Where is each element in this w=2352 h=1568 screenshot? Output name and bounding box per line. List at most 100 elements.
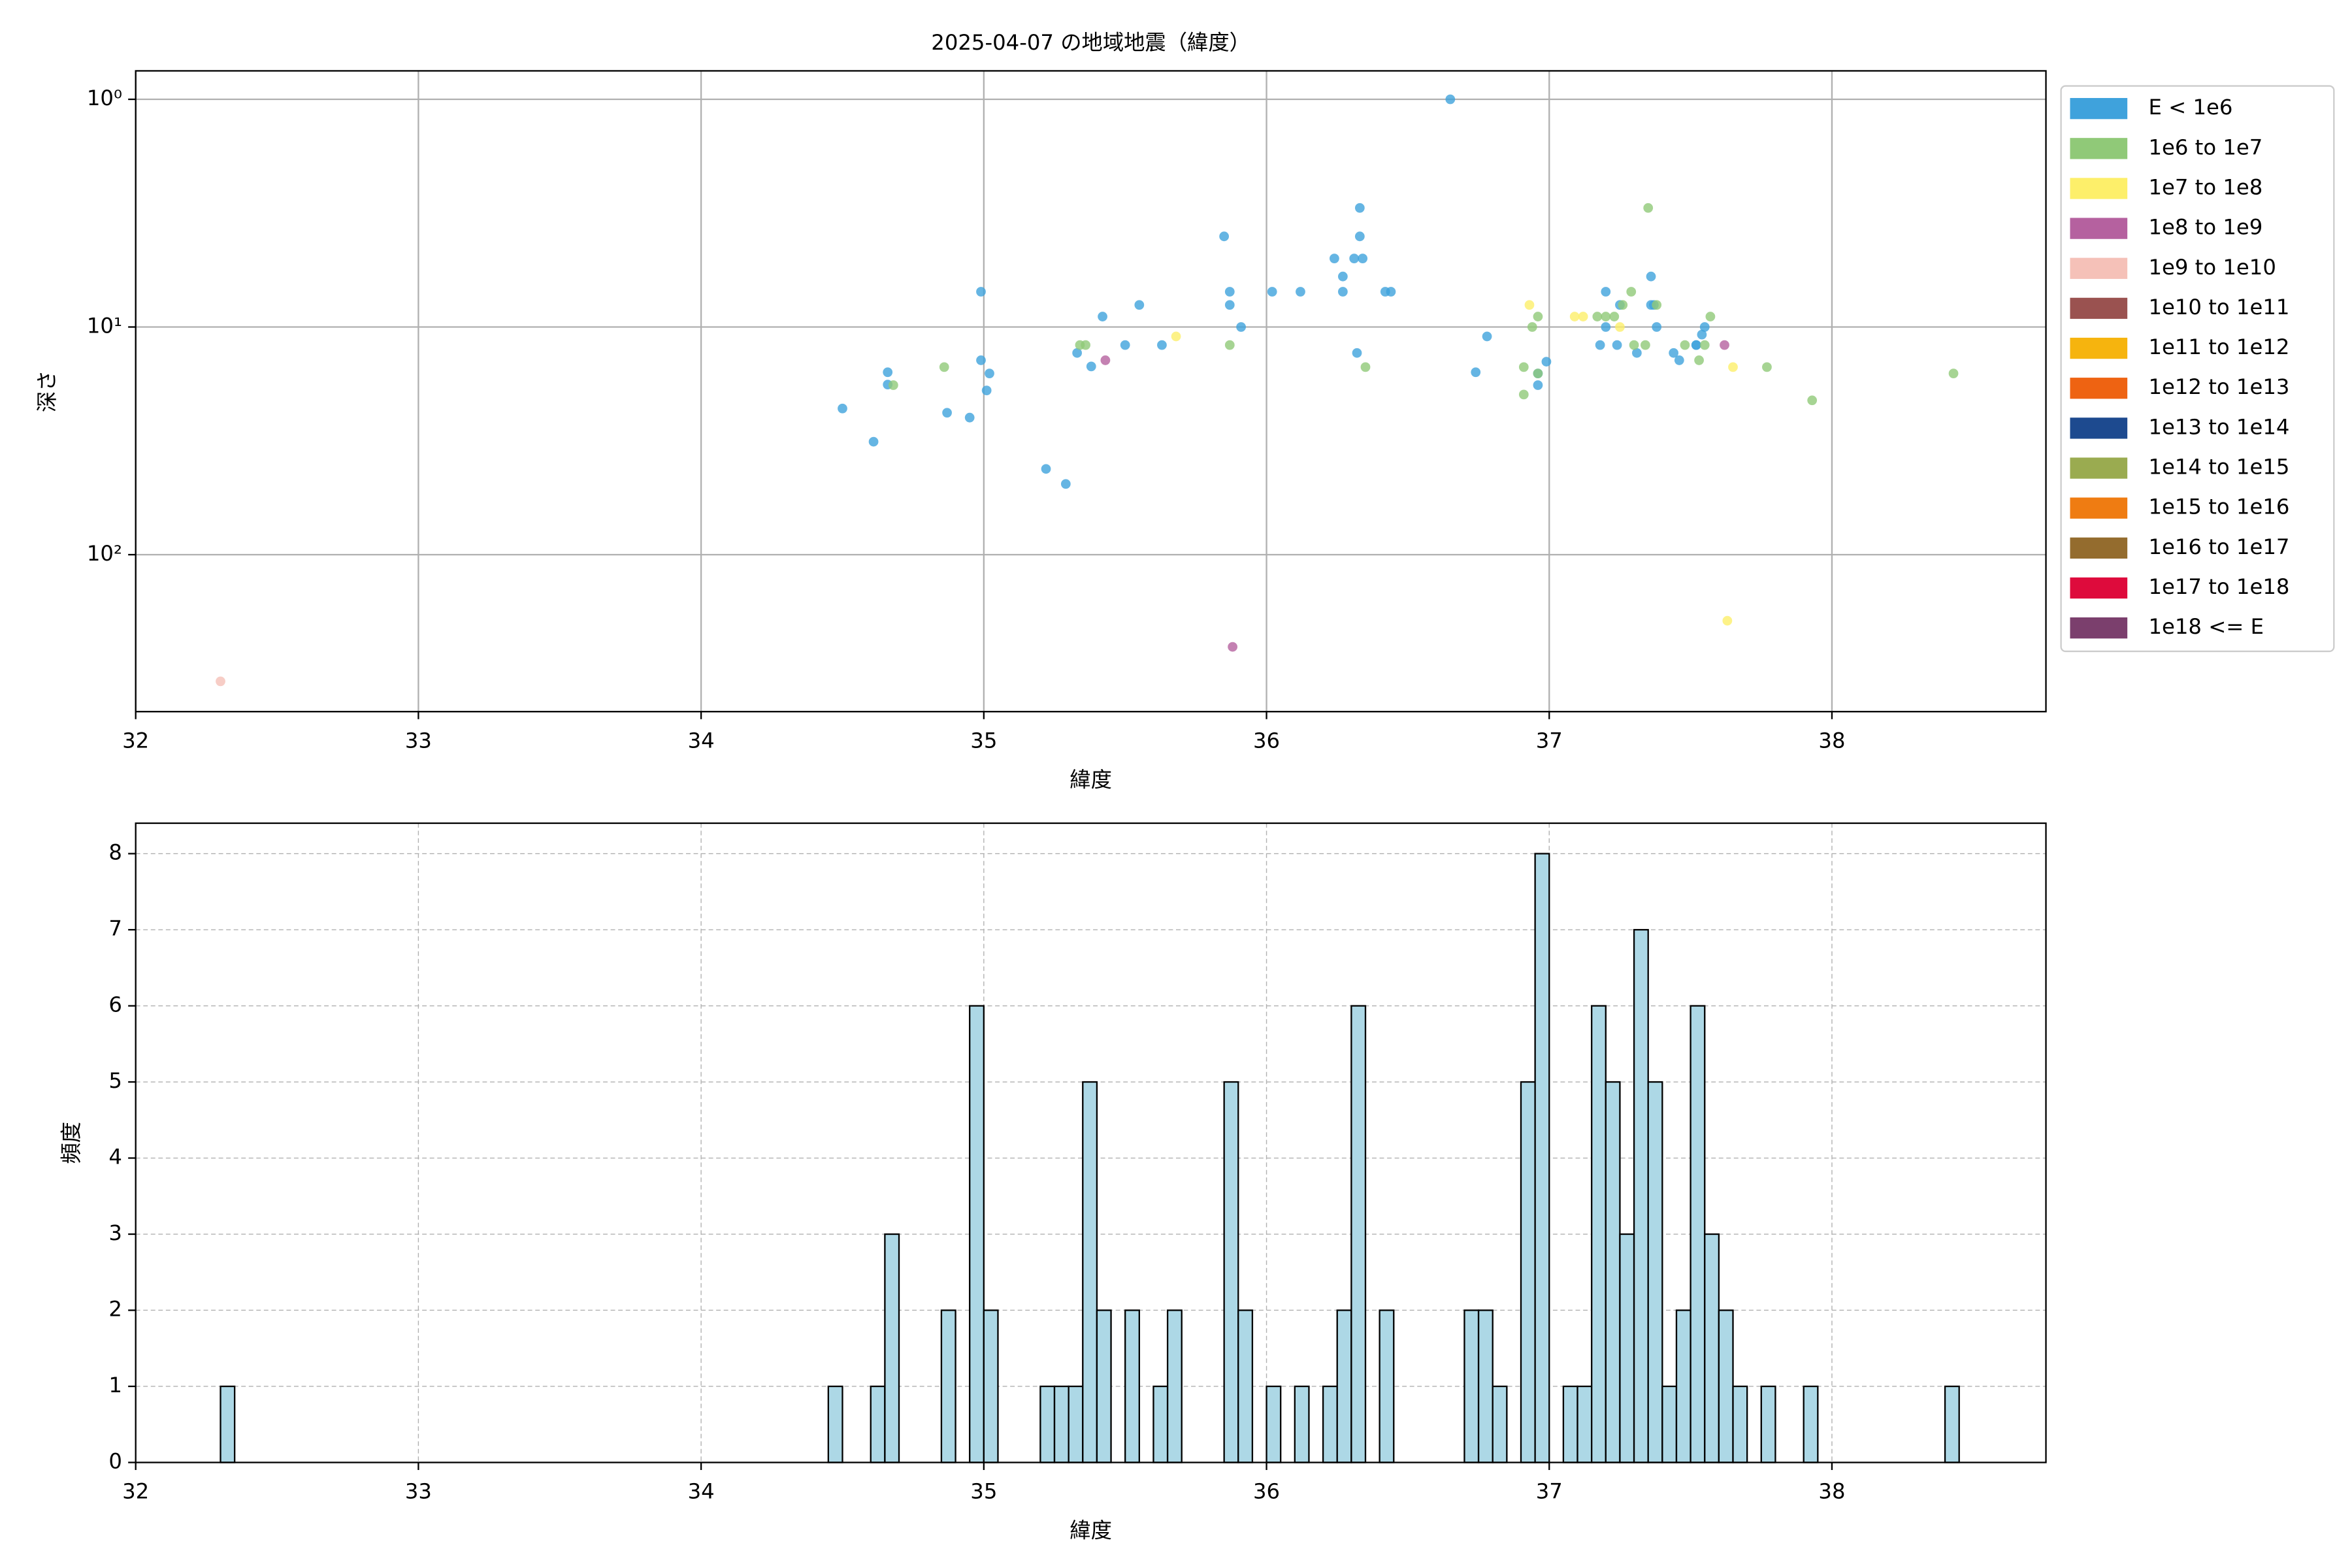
point (1236, 322, 1246, 332)
legend-swatch (2070, 297, 2128, 319)
bar (220, 1385, 236, 1463)
point (1533, 312, 1543, 321)
point (1601, 322, 1611, 332)
x-tick-label: 34 (688, 728, 715, 753)
point (1354, 231, 1365, 242)
bar (1591, 1005, 1607, 1463)
point (1081, 340, 1090, 350)
legend-swatch (2070, 337, 2128, 359)
point (838, 403, 847, 414)
point (1086, 361, 1096, 372)
bar (1124, 1309, 1140, 1463)
y-tick-label: 10¹ (87, 314, 122, 338)
point (981, 385, 992, 396)
legend-label: 1e10 to 1e11 (2148, 295, 2289, 319)
bar (1690, 1005, 1706, 1463)
legend-label: 1e15 to 1e16 (2148, 495, 2289, 519)
point (1612, 340, 1622, 350)
point (1609, 312, 1620, 321)
point (1445, 94, 1456, 105)
y-tick-label: 1 (108, 1373, 122, 1397)
y-tick-label: 8 (108, 840, 122, 865)
x-axis-label: 緯度 (1070, 1518, 1112, 1543)
point (1120, 340, 1130, 350)
point (939, 362, 949, 372)
point (1697, 329, 1707, 340)
point (1267, 287, 1277, 297)
point (1041, 464, 1051, 474)
bar (1223, 1081, 1239, 1463)
point (1296, 287, 1305, 297)
x-tick-label: 34 (688, 1479, 715, 1504)
bar (1336, 1309, 1352, 1463)
point (1224, 340, 1235, 350)
point (1386, 287, 1396, 297)
point (1595, 340, 1605, 350)
bar (1082, 1081, 1098, 1463)
y-tick-label: 4 (108, 1145, 122, 1169)
point (1615, 322, 1625, 332)
bar (1605, 1081, 1621, 1463)
bar (1619, 1233, 1635, 1463)
point (883, 367, 893, 378)
legend-box (2060, 85, 2335, 653)
y-tick-label: 3 (108, 1220, 122, 1245)
plot-frame (135, 822, 2047, 1463)
point (1060, 479, 1071, 489)
bar (1647, 1081, 1663, 1463)
y-tick-label: 6 (108, 992, 122, 1017)
point (1699, 322, 1710, 332)
point (888, 380, 898, 390)
bar (1294, 1385, 1310, 1463)
point (1100, 355, 1111, 365)
x-tick-label: 37 (1536, 1479, 1563, 1504)
bar (940, 1309, 956, 1463)
point (1640, 340, 1650, 350)
bar (1053, 1385, 1070, 1463)
point (1527, 322, 1537, 332)
x-tick-label: 35 (970, 1479, 997, 1504)
point (1705, 312, 1716, 321)
bar (1675, 1309, 1691, 1463)
bar (1350, 1005, 1367, 1463)
point (1680, 340, 1690, 350)
y-axis-label: 深さ (35, 370, 59, 413)
point (1669, 348, 1679, 358)
y-tick-label: 0 (108, 1448, 122, 1473)
bar (1704, 1233, 1720, 1463)
point (1601, 287, 1611, 297)
legend-swatch (2070, 497, 2128, 519)
point (216, 676, 225, 687)
point (1674, 355, 1684, 365)
point (1072, 348, 1083, 358)
point (976, 287, 986, 297)
point (942, 408, 952, 418)
point (1629, 340, 1639, 350)
x-tick-label: 35 (970, 728, 997, 753)
legend-label: 1e12 to 1e13 (2148, 374, 2289, 399)
point (1352, 348, 1362, 358)
bar (1152, 1385, 1169, 1463)
legend-swatch (2070, 577, 2128, 599)
point (868, 436, 879, 447)
y-axis-label: 頻度 (59, 1122, 84, 1164)
point (1224, 287, 1235, 297)
legend-swatch (2070, 378, 2128, 399)
point (1171, 331, 1181, 342)
x-tick-label: 37 (1536, 728, 1563, 753)
x-tick-label: 38 (1818, 728, 1845, 753)
bar (1322, 1385, 1338, 1463)
point (1807, 395, 1818, 406)
point (1533, 368, 1543, 379)
legend-label: 1e8 to 1e9 (2148, 215, 2262, 240)
y-tick-label: 10² (87, 541, 122, 566)
point (1694, 355, 1704, 365)
legend-label: 1e17 to 1e18 (2148, 574, 2289, 599)
point (1471, 367, 1481, 378)
bar (1492, 1385, 1508, 1463)
point (1533, 380, 1543, 390)
point (1157, 340, 1167, 350)
bar (1661, 1385, 1678, 1463)
legend-swatch (2070, 257, 2128, 279)
